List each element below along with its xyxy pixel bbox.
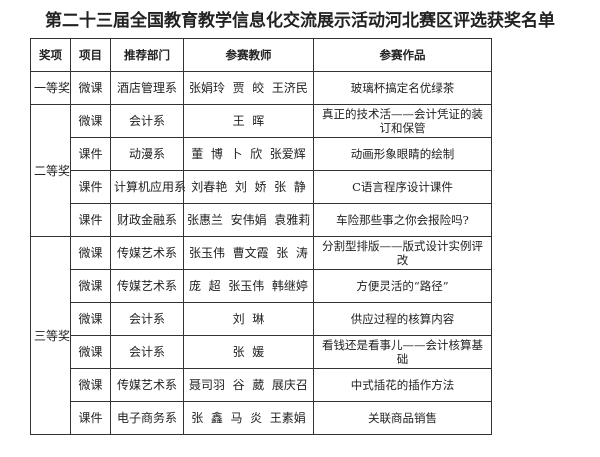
dept-cell: 计算机应用系 [110, 170, 186, 204]
header-type: 项目 [70, 38, 111, 72]
table-row: 微课 传媒艺术系 聂司羽 谷 葳 展庆召 中式插花的插作方法 [31, 368, 492, 402]
dept-cell: 传媒艺术系 [110, 236, 184, 270]
dept-cell: 财政金融系 [110, 203, 184, 237]
dept-cell: 会计系 [110, 302, 184, 336]
header-award: 奖项 [30, 38, 71, 72]
dept-cell: 传媒艺术系 [110, 269, 184, 303]
teachers-cell: 王 晖 [183, 104, 314, 138]
table-row: 一等奖 微课 酒店管理系 张娟玲 贾 皎 王济民 玻璃杯搞定名优绿茶 [30, 71, 492, 105]
teachers-cell: 董 博 卜 欣 张爱辉 [183, 137, 314, 171]
award-table: 奖项 项目 推荐部门 参赛教师 参赛作品 一等奖 微课 酒店管理系 张娟玲 贾 皎 王… [30, 38, 492, 435]
work-cell: 动画形象眼睛的绘制 [313, 137, 492, 171]
teachers-cell: 刘 琳 [183, 302, 314, 336]
award-level-cell: 一等奖 [30, 71, 71, 105]
teachers-cell: 张 媛 [183, 335, 314, 369]
dept-cell: 会计系 [110, 335, 184, 369]
header-row: 奖项 项目 推荐部门 参赛教师 参赛作品 [30, 38, 492, 72]
dept-cell: 传媒艺术系 [110, 368, 184, 402]
teachers-cell: 庞 超 张玉伟 韩继婷 [183, 269, 314, 303]
work-cell: 分割型排版——版式设计实例评改 [313, 236, 492, 270]
type-cell: 微课 [70, 269, 111, 303]
type-cell: 课件 [70, 401, 111, 435]
header-dept: 推荐部门 [110, 38, 184, 72]
teachers-cell: 张 鑫 马 炎 王素娟 [183, 401, 314, 435]
type-cell: 微课 [70, 335, 111, 369]
table-row: 微课 会计系张 媛看钱还是看事儿——会计核算基础 [31, 335, 492, 369]
work-cell: 中式插花的插作方法 [313, 368, 492, 402]
page-title: 第二十三届全国教育教学信息化交流展示活动河北赛区评选获奖名单 [45, 11, 555, 31]
table-row: 课件 电子商务系张 鑫 马 炎 王素娟 关联商品销售 [31, 401, 492, 435]
teachers-cell: 张惠兰 安伟娟 袁雅莉 [183, 203, 314, 237]
work-cell: 真正的技术活——会计凭证的装订和保管 [313, 104, 492, 138]
type-cell: 课件 [70, 203, 111, 237]
work-cell: 车险那些事之你会报险吗? [313, 203, 492, 237]
header-work: 参赛作品 [313, 38, 492, 72]
type-cell: 课件 [70, 137, 111, 171]
header-teachers: 参赛教师 [183, 38, 314, 72]
work-cell: 方便灵活的“路径” [313, 269, 492, 303]
teachers-cell: 张玉伟 曹文霞 张 涛 [183, 236, 314, 270]
table-row: 微课 会计系刘 琳供应过程的核算内容 [31, 302, 492, 336]
table-row: 二等奖 微课 会计系王 晖真正的技术活——会计凭证的装订和保管 [30, 104, 492, 237]
dept-cell: 动漫系 [110, 137, 184, 171]
work-cell: 关联商品销售 [313, 401, 492, 435]
type-cell: 微课 [70, 302, 111, 336]
dept-cell: 会计系 [110, 104, 184, 138]
table-row: 课件 财政金融系 张惠兰 安伟娟 袁雅莉 车险那些事之你会报险吗? [31, 203, 492, 237]
work-cell: 供应过程的核算内容 [313, 302, 492, 336]
dept-cell: 酒店管理系 [110, 71, 184, 105]
table-row: 微课 传媒艺术系庞 超 张玉伟 韩继婷 方便灵活的“路径” [31, 269, 492, 303]
teachers-cell: 聂司羽 谷 葳 展庆召 [183, 368, 314, 402]
type-cell: 微课 [70, 71, 111, 105]
type-cell: 微课 [70, 104, 111, 138]
teachers-cell: 刘春艳 刘 娇 张 静 [183, 170, 314, 204]
teachers-cell: 张娟玲 贾 皎 王济民 [183, 71, 314, 105]
type-cell: 课件 [70, 170, 111, 204]
work-cell: 玻璃杯搞定名优绿茶 [313, 71, 492, 105]
table-row: 课件 计算机应用系 刘春艳 刘 娇 张 静 C语言程序设计课件 [31, 170, 492, 204]
dept-cell: 电子商务系 [110, 401, 184, 435]
type-cell: 微课 [70, 236, 111, 270]
type-cell: 微课 [70, 368, 111, 402]
work-cell: 看钱还是看事儿——会计核算基础 [313, 335, 492, 369]
table-row: 三等奖 微课 传媒艺术系 张玉伟 曹文霞 张 涛分割型排版——版式设计实例评改 [30, 236, 492, 435]
table-row: 课件 动漫系董 博 卜 欣 张爱辉 动画形象眼睛的绘制 [31, 137, 492, 171]
award-level-cell: 三等奖 [30, 236, 71, 435]
award-level-cell: 二等奖 [30, 104, 71, 237]
work-cell: C语言程序设计课件 [313, 170, 492, 204]
